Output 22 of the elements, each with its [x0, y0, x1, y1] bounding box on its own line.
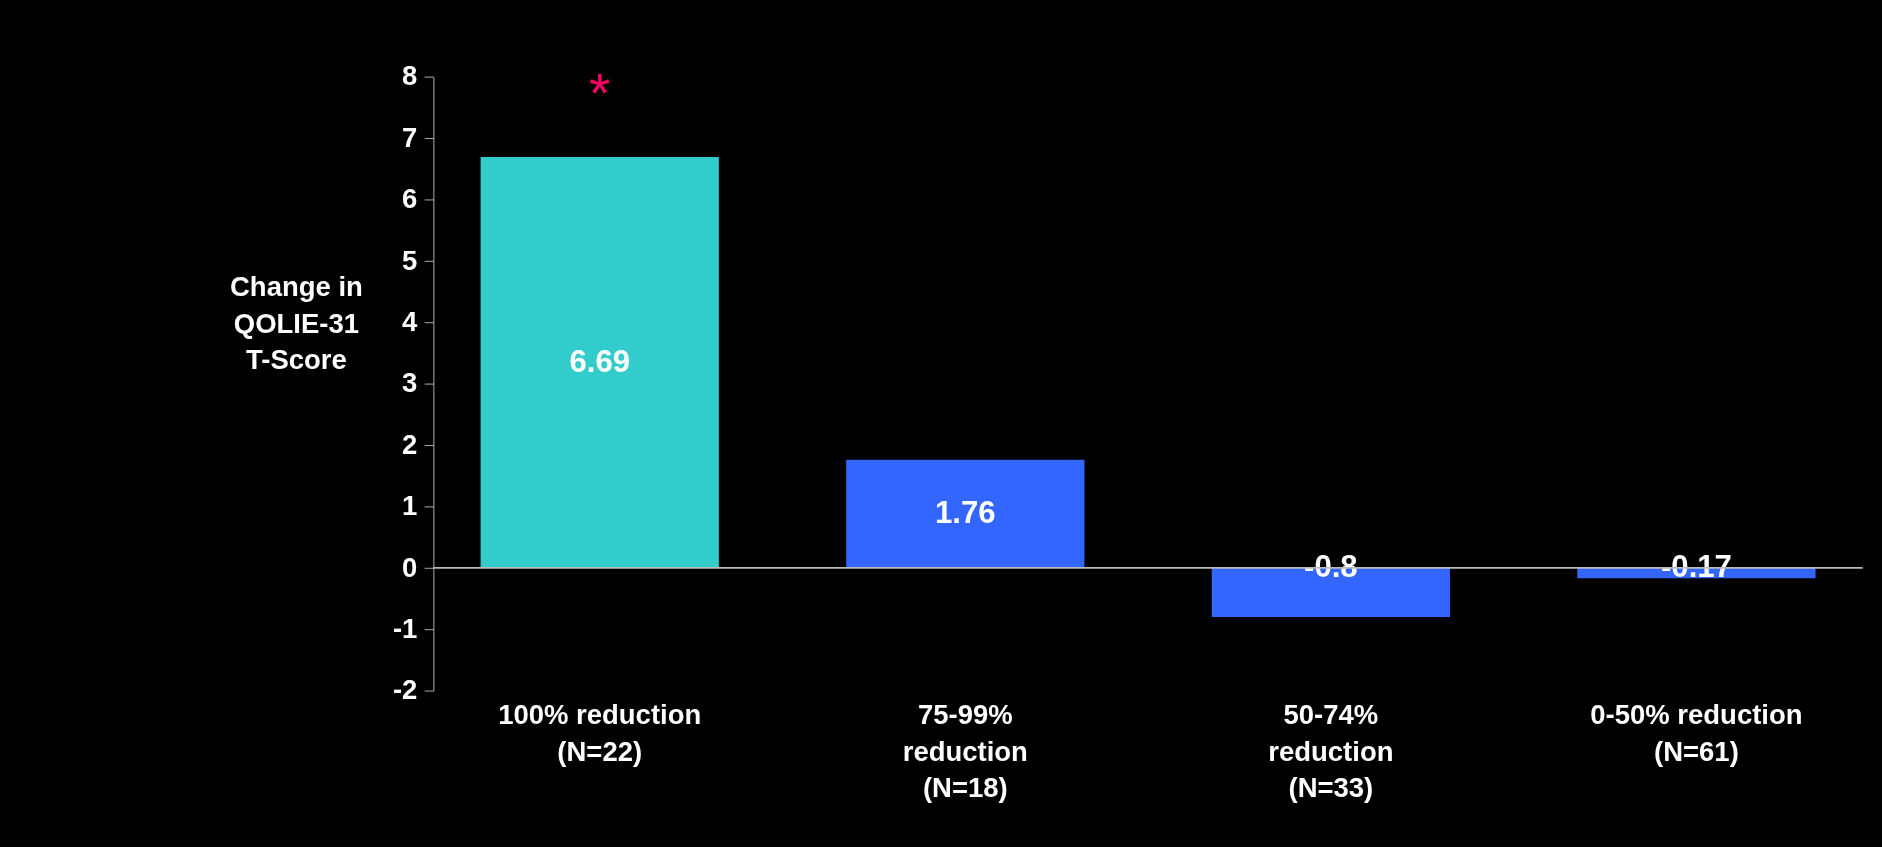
- y-tick-label: 2: [402, 428, 418, 460]
- data-label: 1.76: [934, 494, 996, 530]
- data-label: 6.69: [569, 343, 631, 379]
- x-tick-label: 0-50% reduction (N=61): [1590, 699, 1803, 767]
- y-tick-label: -2: [392, 674, 418, 706]
- y-tick-label: 4: [402, 305, 419, 337]
- y-tick-label: 3: [402, 367, 418, 399]
- y-tick-label: 0: [402, 551, 418, 583]
- y-tick-label: -1: [392, 612, 418, 644]
- y-tick-label: 6: [402, 183, 418, 215]
- x-tick-label: 100% reduction (N=22): [498, 699, 702, 767]
- y-tick-label: 1: [402, 490, 418, 522]
- x-tick-label: 50-74% reduction (N=33): [1268, 699, 1394, 804]
- y-tick-label: 7: [402, 121, 418, 153]
- bar: [480, 157, 719, 568]
- x-tick-label: 75-99% reduction (N=18): [902, 699, 1028, 804]
- y-tick-label: 5: [402, 244, 418, 276]
- annotation: *: [589, 61, 611, 124]
- y-tick-label: 8: [402, 60, 418, 92]
- data-label: -0.17: [1660, 548, 1732, 584]
- y-axis-title: Change in QOLIE-31 T-Score: [230, 271, 363, 376]
- bar: [846, 459, 1085, 568]
